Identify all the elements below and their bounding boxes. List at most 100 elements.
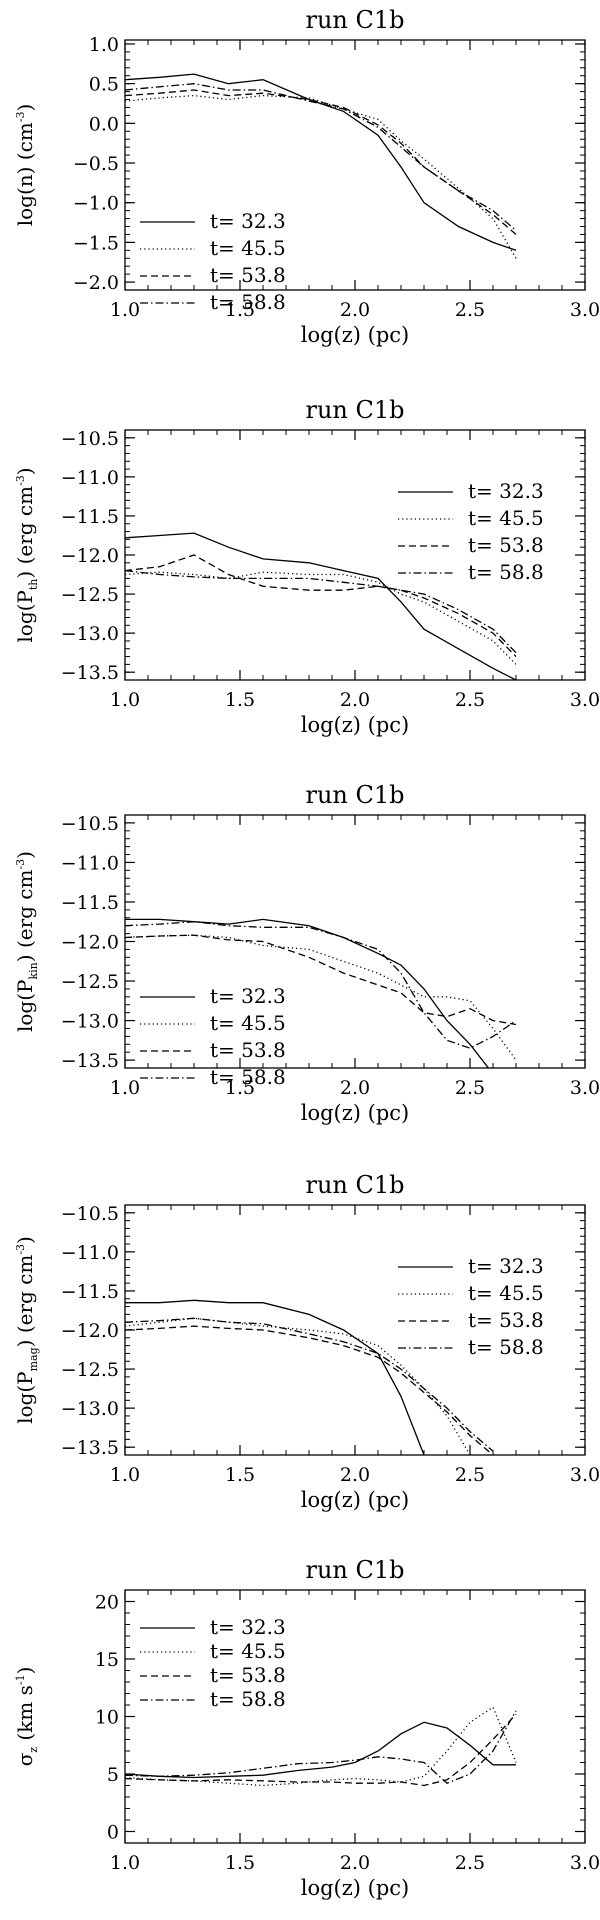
series-line-4 [125, 1710, 517, 1784]
legend: t= 32.3 t= 45.5 t= 53.8 t= 58.8 [398, 479, 544, 584]
x-tick-label: 2.0 [340, 1464, 370, 1486]
x-tick-label: 2.5 [455, 1077, 485, 1099]
series-line-4 [125, 569, 517, 654]
legend-label: t= 53.8 [210, 263, 286, 287]
chart-title: run C1b [305, 1171, 404, 1199]
y-tick-label: 0.0 [89, 113, 119, 135]
series-line-2 [125, 1317, 471, 1455]
chart-title: run C1b [305, 396, 404, 424]
x-tick-label: 3.0 [570, 1077, 600, 1099]
legend-label: t= 32.3 [210, 1615, 286, 1639]
series-line-2 [125, 934, 517, 1061]
legend-label: t= 45.5 [210, 236, 286, 260]
y-tick-label: 15 [95, 1649, 119, 1671]
x-tick-label: 1.5 [225, 1077, 255, 1099]
x-tick-label: 2.5 [455, 299, 485, 321]
y-tick-label: −10.5 [61, 1203, 119, 1225]
legend-label: t= 32.3 [468, 1254, 544, 1278]
y-axis-label: log(Pmag) (erg cm-3) [13, 1236, 40, 1424]
legend-label: t= 53.8 [468, 533, 544, 557]
legend-label: t= 45.5 [468, 506, 544, 530]
y-tick-label: 20 [95, 1592, 119, 1614]
y-tick-label: −12.5 [61, 1359, 119, 1381]
legend-label: t= 45.5 [468, 1281, 544, 1305]
x-tick-label: 2.5 [455, 689, 485, 711]
legend: t= 32.3 t= 45.5 t= 53.8 t= 58.8 [140, 209, 286, 314]
x-tick-label: 1.5 [225, 1852, 255, 1874]
y-tick-label: −11.5 [61, 506, 119, 528]
legend: t= 32.3 t= 45.5 t= 53.8 t= 58.8 [140, 984, 286, 1089]
x-tick-label: 2.0 [340, 689, 370, 711]
series-line-1 [125, 1721, 516, 1779]
y-tick-label: −13.5 [61, 1050, 119, 1072]
y-tick-label: −12.5 [61, 584, 119, 606]
series-line-3 [125, 1713, 517, 1787]
chart-panel-3: run C1b 1.0 1.5 2.0 2.5 3.0 −10.5 −11.0 −11.5 −12… [13, 781, 600, 1125]
x-tick-label: 1.0 [110, 689, 140, 711]
plot-frame [124, 39, 586, 291]
y-tick-label: 5 [107, 1764, 119, 1786]
y-tick-label: 0 [107, 1822, 119, 1844]
chart-panel-4: run C1b 1.0 1.5 2.0 2.5 3.0 −10.5 −11.0 −11.5 −12… [13, 1171, 600, 1512]
series-line-3 [125, 554, 517, 658]
y-tick-label: 0.5 [89, 74, 119, 96]
y-tick-label: −13.0 [61, 1011, 119, 1033]
x-tick-label: 1.0 [110, 1464, 140, 1486]
series-line-2 [125, 94, 517, 259]
x-axis-label: log(z) (pc) [301, 1488, 410, 1512]
x-tick-label: 1.0 [110, 1077, 140, 1099]
series-line-2 [125, 571, 517, 665]
legend-label: t= 32.3 [468, 479, 544, 503]
y-tick-label: −12.0 [61, 1320, 119, 1342]
series-line-4 [125, 1317, 494, 1452]
y-axis-label: σz (km s-1) [13, 1667, 40, 1767]
y-tick-label: −12.0 [61, 545, 119, 567]
chart-title: run C1b [305, 1556, 404, 1584]
y-tick-label: 10 [95, 1707, 119, 1729]
y-axis-label: log(Pkin) (erg cm-3) [13, 851, 40, 1032]
series-line-4 [125, 83, 517, 231]
x-tick-label: 3.0 [570, 1464, 600, 1486]
x-tick-label: 2.0 [340, 1077, 370, 1099]
y-axis-label: log(Pth) (erg cm-3) [13, 467, 40, 642]
legend-label: t= 58.8 [210, 1687, 286, 1711]
y-tick-label: −13.5 [61, 662, 119, 684]
series-line-3 [125, 89, 517, 235]
legend-label: t= 53.8 [210, 1663, 286, 1687]
y-tick-label: −2.0 [73, 272, 119, 294]
y-axis-label: log(n) (cm-3) [13, 104, 37, 227]
y-tick-label: −11.5 [61, 892, 119, 914]
y-tick-label: −11.0 [61, 852, 119, 874]
x-tick-label: 1.5 [225, 689, 255, 711]
series-line-2 [125, 1706, 517, 1787]
chart-title: run C1b [305, 781, 404, 809]
x-tick-label: 3.0 [570, 1852, 600, 1874]
y-tick-label: −0.5 [73, 153, 119, 175]
x-axis-label: log(z) (pc) [301, 1876, 410, 1900]
chart-panel-2: run C1b 1.0 1.5 2.0 2.5 3.0 −10.5 −11.0 −11.5 −12… [13, 396, 600, 737]
x-tick-label: 1.0 [110, 299, 140, 321]
y-tick-label: −11.0 [61, 467, 119, 489]
chart-panel-1: run C1b 1.0 1.5 2.0 2.5 3.0 1.0 0.5 0.0 −0.5 −1.0 −… [13, 6, 600, 347]
x-axis-label: log(z) (pc) [301, 1101, 410, 1125]
series-line-1 [125, 1299, 425, 1455]
y-tick-label: −12.5 [61, 971, 119, 993]
series-line-3 [125, 1325, 494, 1455]
legend-label: t= 58.8 [468, 1335, 544, 1359]
legend-label: t= 53.8 [468, 1308, 544, 1332]
y-tick-label: −1.0 [73, 193, 119, 215]
series-line-1 [125, 918, 489, 1068]
x-tick-label: 2.5 [455, 1464, 485, 1486]
x-axis-label: log(z) (pc) [301, 323, 410, 347]
legend-label: t= 45.5 [210, 1011, 286, 1035]
legend-label: t= 53.8 [210, 1038, 286, 1062]
y-tick-label: −13.0 [61, 1398, 119, 1420]
y-tick-label: −13.0 [61, 623, 119, 645]
series-line-1 [125, 73, 517, 251]
y-tick-label: −11.5 [61, 1281, 119, 1303]
y-tick-label: 1.0 [89, 34, 119, 56]
x-tick-label: 1.0 [110, 1852, 140, 1874]
series-line-4 [125, 921, 517, 1049]
x-tick-label: 2.5 [455, 1852, 485, 1874]
